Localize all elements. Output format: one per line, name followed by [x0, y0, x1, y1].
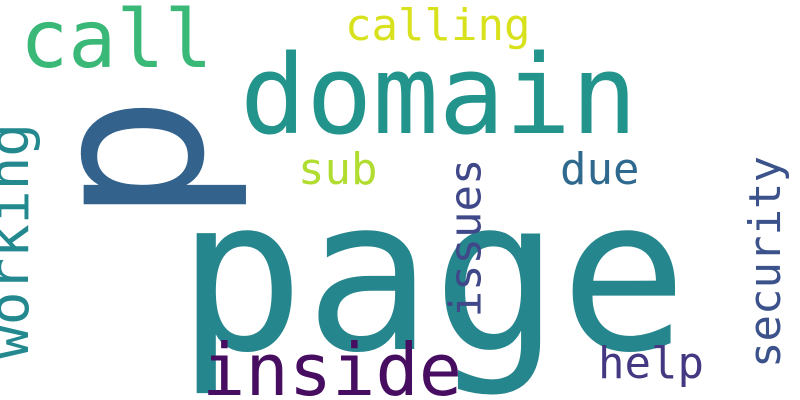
word-working: working — [0, 122, 43, 360]
word-domain: domain — [240, 31, 638, 159]
word-p: p — [1, 94, 253, 225]
word-calling: calling — [345, 0, 531, 51]
word-call: call — [20, 0, 213, 86]
word-page: page — [177, 152, 688, 399]
word-inside: inside — [202, 328, 463, 400]
word-help: help — [598, 338, 704, 389]
word-due: due — [560, 144, 640, 195]
word-security: security — [739, 156, 791, 368]
word-issues: issues — [440, 158, 492, 318]
word-sub: sub — [298, 144, 378, 195]
